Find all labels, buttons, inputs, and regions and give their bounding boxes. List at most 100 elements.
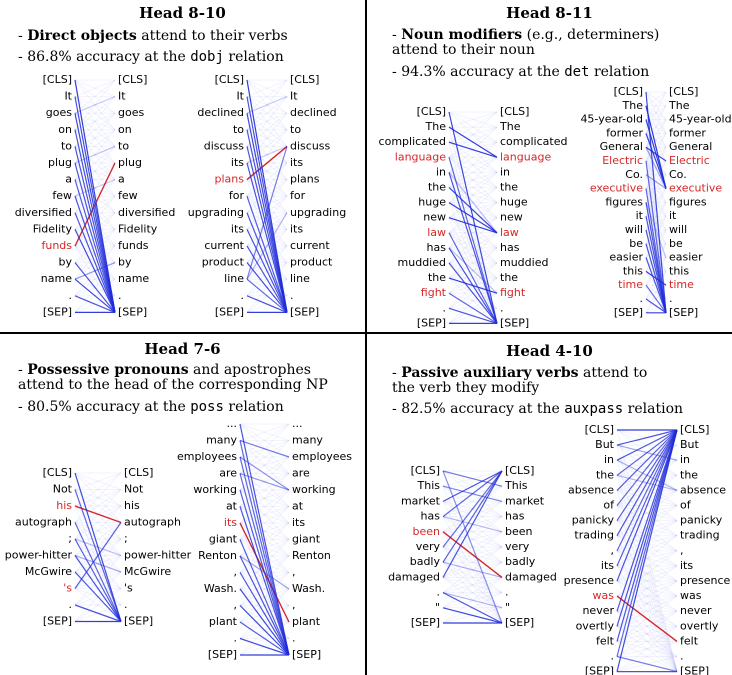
attention-edge (74, 262, 116, 280)
attention-edge-faint (448, 111, 498, 128)
attention-edge-faint (645, 188, 667, 231)
attention-edge-faint (239, 423, 290, 441)
token-right: McGwire (124, 565, 171, 578)
attention-edge (616, 429, 678, 446)
attention-edge (74, 278, 116, 313)
token-left: absence (568, 483, 614, 496)
attention-edge-faint (74, 162, 116, 197)
attention-edge-faint (448, 217, 498, 324)
attention-edge (645, 105, 667, 189)
attention-edge-faint (448, 262, 498, 279)
token-left: , (234, 566, 238, 579)
attention-edge-faint (442, 576, 503, 594)
token-right: The (668, 99, 690, 112)
attention-edge-faint (74, 555, 122, 573)
attention-edge-faint (448, 187, 498, 219)
attention-edge (74, 571, 122, 622)
token-right: at (292, 500, 304, 513)
token-left: executive (590, 182, 643, 195)
token-right: will (669, 223, 687, 236)
attention-edge-faint (442, 485, 503, 518)
attention-edge (239, 440, 290, 656)
relation-code: auxpass (564, 401, 624, 417)
token-right: damaged (505, 570, 557, 583)
attention-edge (239, 539, 290, 656)
token-left: [SEP] (411, 616, 440, 629)
bullet-bold-term: Possessive pronouns (27, 362, 189, 378)
attention-edge-faint (616, 610, 678, 672)
token-left: This (417, 479, 441, 492)
token-left: ... (227, 417, 238, 430)
attention-edge-faint (239, 473, 290, 524)
attention-edge-faint (616, 535, 678, 672)
token-right: current (290, 239, 330, 252)
attention-edge-faint (616, 595, 678, 612)
attention-edge-faint (239, 506, 290, 540)
attention-edge-faint (74, 162, 116, 197)
attention-edge-faint (246, 129, 288, 180)
attention-edge (239, 506, 290, 656)
attention-edge-faint (448, 156, 498, 173)
attention-edge-faint (616, 565, 678, 582)
attention-edge-faint (246, 162, 288, 214)
attention-edge-faint (442, 516, 503, 548)
attention-edge (645, 202, 667, 258)
token-right: . (124, 598, 128, 611)
attention-edge-faint (239, 489, 290, 524)
token-right: was (680, 589, 702, 602)
attention-edge-faint (246, 79, 288, 114)
token-right: . (669, 292, 673, 305)
token-right: [CLS] (669, 85, 698, 98)
attention-edge-faint (448, 141, 498, 188)
token-right: product (290, 256, 333, 269)
token-right: Electric (669, 154, 710, 167)
attention-edge-faint (448, 217, 498, 249)
attention-edge (442, 607, 503, 624)
bullet-accuracy: - 86.8% accuracy at the dobj relation (18, 49, 284, 65)
attention-edge-faint (616, 550, 678, 582)
attention-edge-faint (448, 187, 498, 204)
token-right: This (504, 479, 528, 492)
attention-edge (645, 229, 667, 313)
attention-edge-faint (616, 610, 678, 642)
token-right: . (292, 632, 296, 645)
token-left: line (224, 272, 244, 285)
token-left: plant (209, 615, 238, 628)
attention-edge (616, 429, 678, 672)
attention-edge-faint (246, 229, 288, 263)
token-left: fight (421, 286, 447, 299)
attention-edge-faint (645, 91, 667, 120)
token-left: Electric (602, 154, 643, 167)
token-left: panicky (572, 514, 615, 527)
attention-edge-faint (616, 580, 678, 612)
attention-edge-faint (74, 522, 122, 556)
attention-edge (442, 592, 503, 624)
attention-edge-faint (616, 550, 678, 567)
attention-edge (448, 247, 498, 324)
token-right: to (118, 139, 129, 152)
attention-edge-faint (442, 561, 503, 624)
token-right: the (500, 271, 518, 284)
attention-edge-faint (616, 505, 678, 522)
token-left: a (65, 173, 72, 186)
bullet-text: attend to the verb they modify (392, 365, 648, 396)
token-right: his (124, 499, 140, 512)
token-left: [SEP] (417, 316, 446, 329)
attention-edge (448, 247, 498, 294)
attention-edge-faint (616, 550, 678, 597)
attention-edge (616, 429, 678, 521)
token-left: But (595, 438, 615, 451)
token-right: few (118, 189, 138, 202)
vertical-divider (365, 0, 367, 675)
token-right: diversified (118, 206, 175, 219)
attention-edge-faint (239, 522, 290, 656)
token-right: plans (290, 173, 320, 186)
attention-edge-faint (616, 625, 678, 642)
accuracy-text: 82.5% accuracy at the (401, 401, 565, 417)
token-left: felt (596, 634, 615, 647)
attention-edge-faint (616, 625, 678, 672)
token-left: the (428, 181, 446, 194)
token-left: . (69, 598, 73, 611)
